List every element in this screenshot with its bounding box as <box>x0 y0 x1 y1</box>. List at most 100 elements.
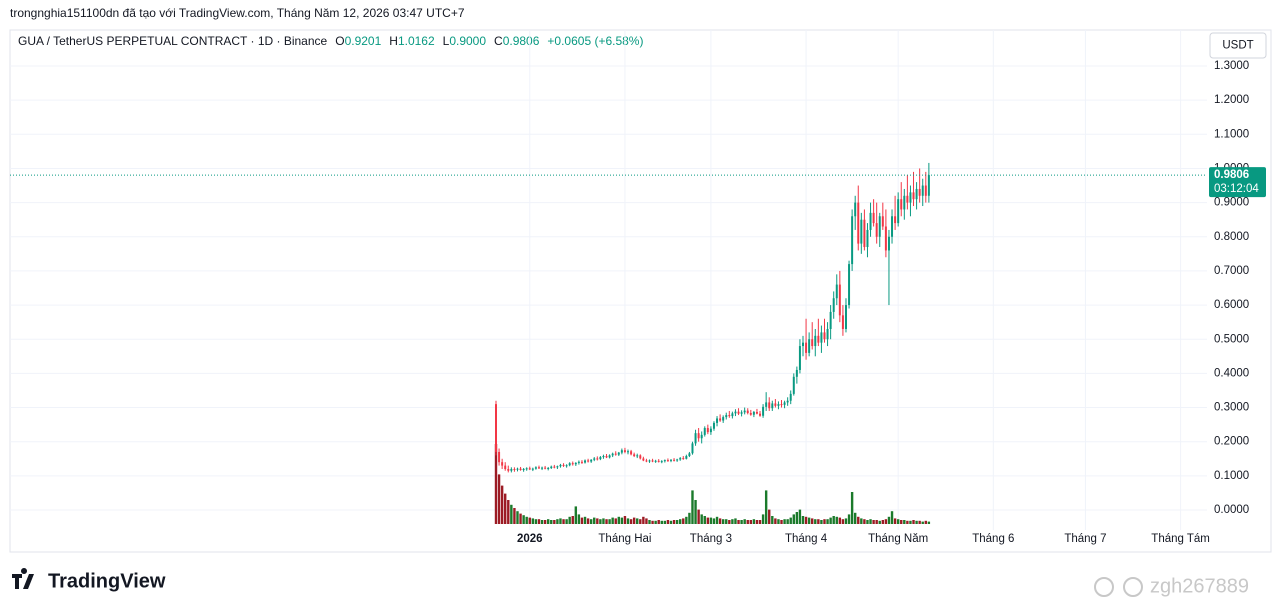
candle-body <box>725 415 728 418</box>
candle-body <box>562 464 565 466</box>
candle-body <box>860 219 863 244</box>
volume-bar <box>758 520 762 524</box>
y-tick-label: 0.7000 <box>1214 265 1249 277</box>
volume-bar <box>546 519 550 524</box>
volume-bar <box>543 520 547 524</box>
volume-bar <box>691 490 694 524</box>
candle-body <box>826 328 829 340</box>
watermark-icon <box>1123 577 1143 597</box>
volume-bar <box>679 519 682 524</box>
volume-bar <box>682 518 685 524</box>
candle-body <box>608 455 611 458</box>
candle-body <box>857 202 860 244</box>
x-tick-label: Tháng 3 <box>690 533 732 545</box>
legend-key: H <box>389 34 398 48</box>
volume-bar <box>694 500 697 524</box>
candle-body <box>694 433 697 444</box>
volume-bar <box>850 492 854 524</box>
last-price-label: 0.9806 <box>1214 169 1249 181</box>
candle-body <box>676 459 679 461</box>
candle-body <box>820 332 823 343</box>
candle-body <box>835 284 838 299</box>
y-tick-label: 0.5000 <box>1214 333 1249 345</box>
x-tick-label: Tháng Năm <box>868 533 928 545</box>
volume-bar <box>556 519 559 524</box>
legend-key: C <box>494 34 503 48</box>
volume-bar <box>706 517 710 524</box>
volume-bar <box>550 520 553 524</box>
volume-bar <box>629 519 633 524</box>
volume-bar <box>562 519 565 524</box>
candle-body <box>495 404 497 452</box>
candle-body <box>740 412 743 414</box>
volume-bar <box>660 520 663 524</box>
volume-bar <box>786 519 789 524</box>
volume-bar <box>823 519 826 524</box>
y-tick-label: 0.6000 <box>1214 299 1249 311</box>
volume-bar <box>654 520 657 524</box>
candle-body <box>534 467 537 469</box>
candle-body <box>927 175 930 196</box>
candle-body <box>639 455 642 459</box>
volume-bar <box>749 520 753 524</box>
volume-bar <box>725 519 728 524</box>
volume-bar <box>516 511 519 524</box>
volume-bar <box>814 519 817 524</box>
candle-body <box>602 456 605 458</box>
volume-bar <box>645 518 648 524</box>
brand-logo <box>12 568 34 589</box>
candle-body <box>599 457 602 460</box>
volume-bar <box>869 519 872 524</box>
volume-bar <box>703 516 706 524</box>
y-tick-label: 0.2000 <box>1214 436 1249 448</box>
volume-bar <box>510 504 513 524</box>
volume-bar <box>580 517 584 524</box>
candle-body <box>731 413 734 417</box>
candle-body <box>921 185 924 196</box>
watermark-icon <box>1094 577 1114 597</box>
candle-body <box>875 223 878 237</box>
candle-body <box>682 458 685 460</box>
candle-body <box>918 188 921 196</box>
candle-body <box>510 469 513 471</box>
candle-body <box>872 212 875 224</box>
candle-body <box>832 298 835 312</box>
volume-bar <box>866 520 869 524</box>
volume-bar <box>675 520 679 524</box>
currency-button[interactable] <box>1209 32 1267 59</box>
volume-bar <box>712 518 716 524</box>
volume-bar <box>798 509 802 524</box>
volume-bar <box>559 518 562 524</box>
volume-bar <box>835 516 838 524</box>
candle-body <box>712 422 715 429</box>
volume-bar <box>844 518 848 524</box>
volume-bar <box>811 518 814 524</box>
candle-body <box>706 428 709 433</box>
legend-value: 0.9000 <box>449 34 486 48</box>
legend-key: O <box>335 34 344 48</box>
volume-bar <box>795 512 799 524</box>
candle-body <box>531 468 534 470</box>
candle-body <box>884 226 887 251</box>
candle-body <box>559 464 562 467</box>
candle-body <box>887 236 890 251</box>
candle-body <box>762 406 765 416</box>
legend: GUA / TetherUS PERPETUAL CONTRACT · 1D ·… <box>18 34 643 48</box>
candle-body <box>817 335 820 343</box>
candle-body <box>513 469 516 471</box>
y-tick-label: 0.0000 <box>1214 504 1249 516</box>
brand: TradingView <box>48 570 166 592</box>
volume-bar <box>755 520 759 524</box>
volume-bar <box>768 509 771 524</box>
volume-bar <box>568 516 571 524</box>
volume-bar <box>820 520 823 524</box>
volume-bar <box>801 516 805 524</box>
volume-bar <box>553 520 556 524</box>
legend-value: 0.9201 <box>345 34 382 48</box>
volume-bar <box>697 509 700 524</box>
candle-body <box>627 451 630 453</box>
candle-body <box>866 229 869 248</box>
legend-text: GUA / TetherUS PERPETUAL CONTRACT · 1D ·… <box>18 34 643 48</box>
volume-bar <box>734 518 737 524</box>
candle-body <box>651 460 654 462</box>
